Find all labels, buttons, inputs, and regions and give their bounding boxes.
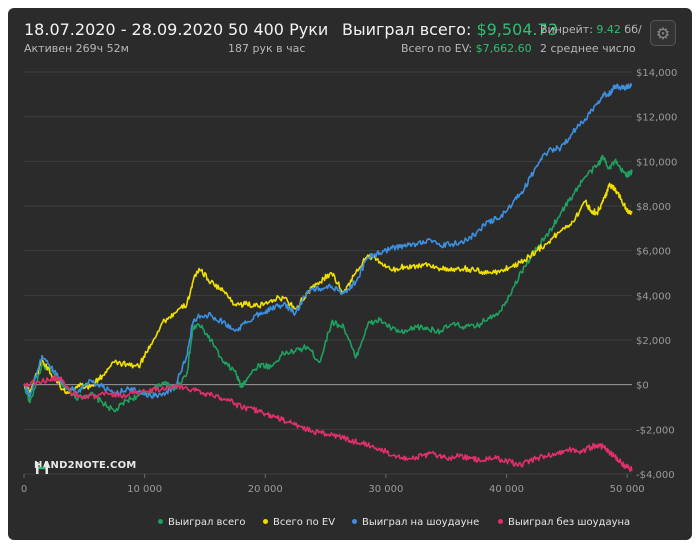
series-lines: [23, 83, 633, 473]
series-line-3: [23, 375, 633, 473]
x-tick-label: 50 000: [610, 484, 645, 495]
legend-dot: [158, 518, 163, 524]
hand2note-logo: HAND2NOTE.COM: [34, 460, 137, 474]
legend-dot: [263, 518, 268, 524]
y-tick-label: $2,000: [636, 336, 671, 347]
legend-item-won-showdown[interactable]: Выиграл на шоудауне: [352, 517, 479, 528]
x-tick-label: 30 000: [368, 484, 403, 495]
active-time: Активен 269ч 52м: [24, 42, 129, 55]
won-total: Выиграл всего: $9,504.73: [342, 20, 558, 39]
ev-total-label: Всего по EV:: [401, 42, 473, 55]
axis-labels: -$4,000 -$2,000 $0 $2,000 $4,000 $6,000 $8,000…: [21, 68, 678, 495]
y-tick-label: $0: [636, 381, 649, 392]
line-chart: -$4,000 -$2,000 $0 $2,000 $4,000 $6,000 $8,000…: [21, 68, 678, 495]
chart-panel: 18.07.2020 - 28.09.2020 Активен 269ч 52м…: [8, 8, 692, 540]
winrate-unit: бб/: [624, 23, 642, 36]
gear-icon: ⚙: [655, 23, 671, 43]
won-total-label: Выиграл всего:: [342, 20, 472, 39]
ev-total: Всего по EV: $7,662.60: [401, 42, 532, 55]
legend-item-won-total[interactable]: Выиграл всего: [158, 517, 245, 528]
y-tick-label: $12,000: [636, 113, 677, 124]
legend-item-won-no-showdown[interactable]: Выиграл без шоудауна: [498, 517, 630, 528]
y-tick-label: -$4,000: [636, 470, 675, 481]
hand2note-logo-icon: [36, 462, 48, 474]
date-range: 18.07.2020 - 28.09.2020: [24, 20, 224, 39]
y-tick-label: $14,000: [636, 68, 677, 79]
legend-item-ev-total[interactable]: Всего по EV: [263, 517, 335, 528]
hands-count: 50 400 Руки: [228, 20, 329, 39]
settings-button[interactable]: ⚙: [650, 20, 676, 46]
won-total-value: $9,504.73: [476, 20, 558, 39]
legend-dot: [498, 518, 503, 524]
y-tick-label: -$2,000: [636, 425, 675, 436]
grid-lines: [23, 71, 632, 478]
ev-total-value: $7,662.60: [475, 42, 532, 55]
y-tick-label: $4,000: [636, 291, 671, 302]
chart-legend: Выиграл всего Всего по EV Выиграл на шоу…: [8, 517, 692, 533]
x-tick-label: 20 000: [248, 484, 283, 495]
legend-dot: [352, 518, 357, 524]
y-tick-label: $8,000: [636, 202, 671, 213]
x-tick-label: 40 000: [489, 484, 524, 495]
winrate-value: 9.42: [596, 23, 621, 36]
y-tick-label: $6,000: [636, 247, 671, 258]
series-line-2: [23, 83, 633, 399]
series-line-0: [23, 154, 633, 413]
x-tick-label: 0: [21, 484, 27, 495]
winrate: Винрейт: 9.42 бб/: [540, 23, 642, 36]
hands-per-hour: 187 рук в час: [228, 42, 306, 55]
logo-text: HAND2NOTE.COM: [34, 460, 137, 471]
winrate-label: Винрейт:: [540, 23, 593, 36]
y-tick-label: $10,000: [636, 157, 677, 168]
average-note: 2 среднее число: [540, 42, 636, 55]
x-tick-label: 10 000: [127, 484, 162, 495]
